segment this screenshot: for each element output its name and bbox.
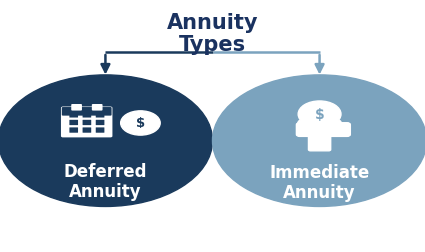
FancyBboxPatch shape xyxy=(309,132,331,151)
Circle shape xyxy=(298,102,341,128)
FancyBboxPatch shape xyxy=(61,107,113,138)
Text: Annuity
Types: Annuity Types xyxy=(167,13,258,55)
FancyBboxPatch shape xyxy=(69,128,78,133)
Text: $: $ xyxy=(136,117,145,130)
FancyBboxPatch shape xyxy=(96,128,105,133)
FancyBboxPatch shape xyxy=(96,120,105,126)
Text: Immediate
Annuity: Immediate Annuity xyxy=(269,164,370,201)
Ellipse shape xyxy=(298,120,307,128)
Circle shape xyxy=(212,76,425,207)
Ellipse shape xyxy=(332,120,341,128)
FancyBboxPatch shape xyxy=(82,120,91,126)
FancyBboxPatch shape xyxy=(296,123,350,137)
Text: $: $ xyxy=(314,108,324,122)
FancyBboxPatch shape xyxy=(69,120,78,126)
Circle shape xyxy=(0,76,212,207)
FancyBboxPatch shape xyxy=(71,105,82,111)
Ellipse shape xyxy=(321,120,330,128)
Ellipse shape xyxy=(309,120,318,128)
FancyBboxPatch shape xyxy=(82,128,91,133)
FancyBboxPatch shape xyxy=(69,113,78,118)
FancyBboxPatch shape xyxy=(62,108,112,116)
Text: Deferred
Annuity: Deferred Annuity xyxy=(64,163,147,200)
FancyBboxPatch shape xyxy=(96,113,105,118)
FancyBboxPatch shape xyxy=(82,113,91,118)
Circle shape xyxy=(121,111,160,136)
FancyBboxPatch shape xyxy=(92,105,102,111)
